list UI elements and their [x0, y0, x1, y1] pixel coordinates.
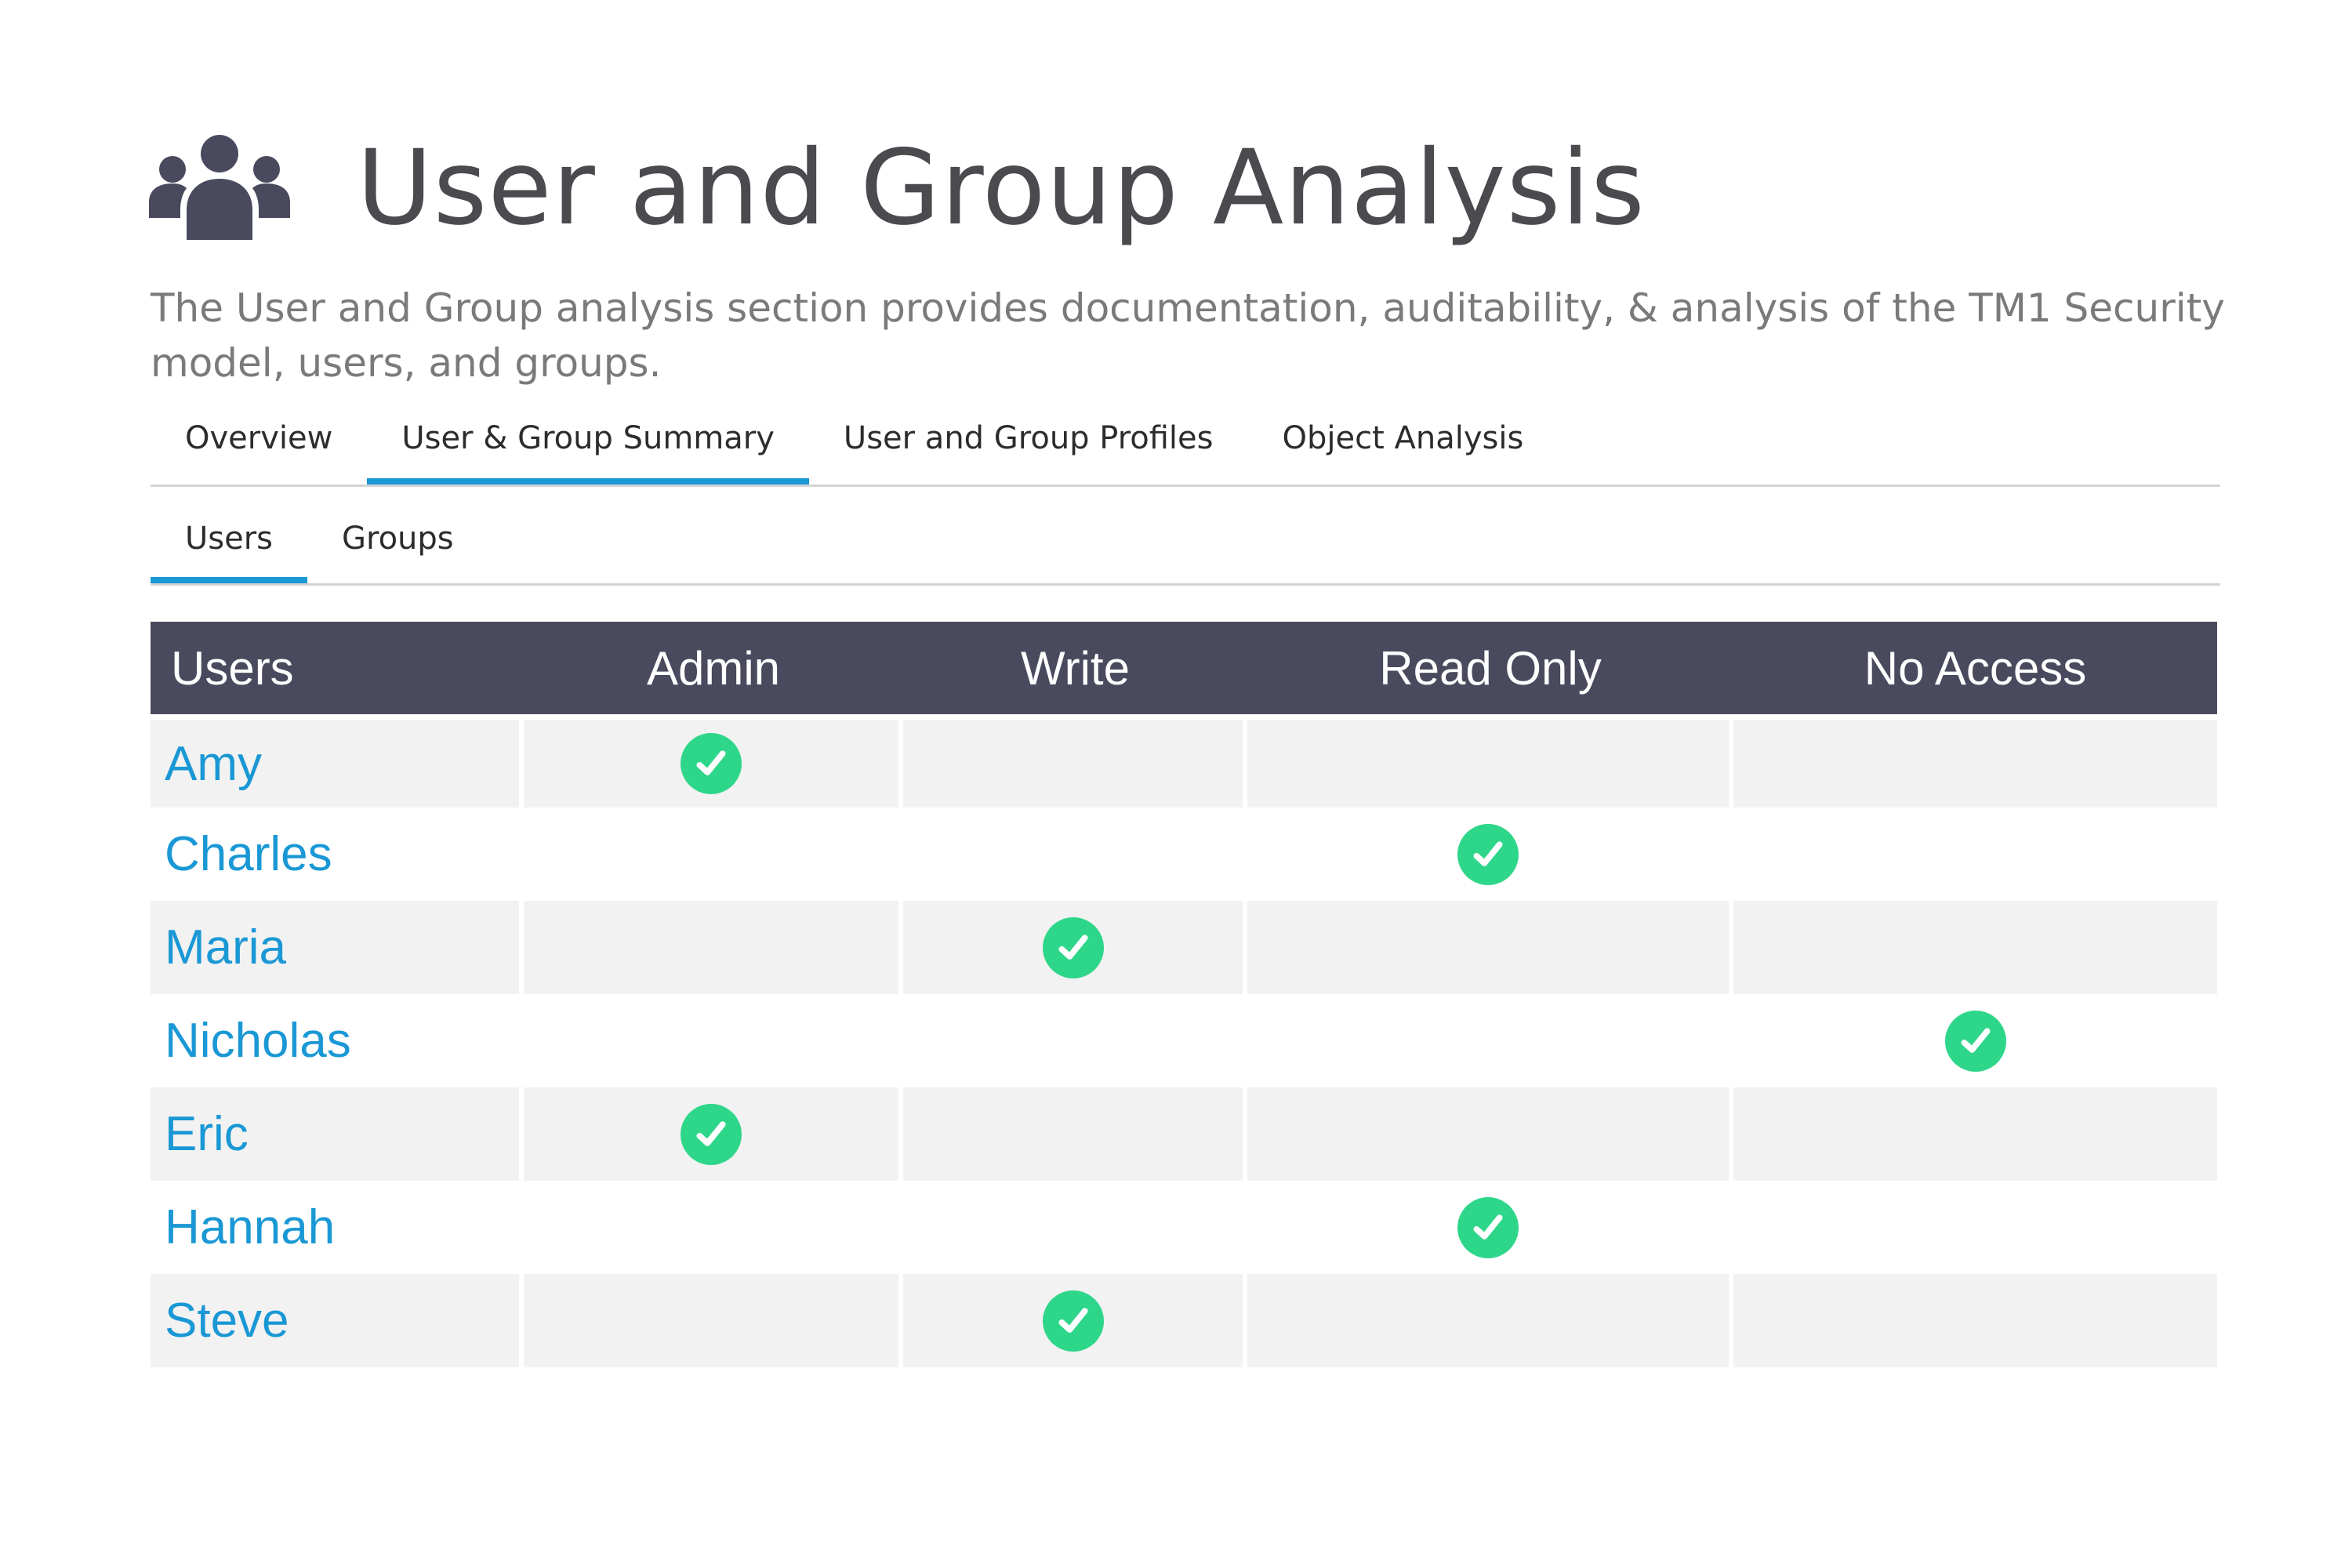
access-cell	[1733, 1181, 2217, 1274]
access-matrix-table: Users Admin Write Read Only No Access Am…	[151, 622, 2217, 1367]
check-circle-icon	[1042, 916, 1104, 978]
access-cell	[903, 714, 1247, 808]
check-circle-icon	[1457, 1196, 1519, 1258]
user-name-link[interactable]: Maria	[151, 901, 524, 994]
users-group-icon	[149, 135, 290, 240]
access-cell	[1733, 808, 2217, 901]
access-cell	[1247, 714, 1733, 808]
access-cell	[1733, 1274, 2217, 1367]
access-cell	[1247, 901, 1733, 994]
access-cell	[1247, 1087, 1733, 1181]
check-circle-icon	[1944, 1010, 2006, 1072]
access-cell	[524, 1274, 903, 1367]
user-name-link[interactable]: Charles	[151, 808, 524, 901]
access-cell	[1733, 901, 2217, 994]
access-cell	[903, 1181, 1247, 1274]
column-header-admin: Admin	[524, 622, 903, 714]
check-circle-icon	[681, 733, 742, 794]
table-row: Amy	[151, 714, 2217, 808]
access-cell	[903, 1274, 1247, 1367]
access-cell	[524, 808, 903, 901]
access-cell	[1733, 714, 2217, 808]
sub-tabs: Users Groups	[151, 494, 2220, 586]
table-body: Amy Charles Maria Nicholas Eric Hannah Steve	[151, 714, 2217, 1367]
user-name-link[interactable]: Amy	[151, 714, 524, 808]
tab-user-group-profiles[interactable]: User and Group Profiles	[843, 420, 1214, 456]
access-cell	[524, 901, 903, 994]
column-header-write: Write	[903, 622, 1247, 714]
table-row: Maria	[151, 901, 2217, 994]
access-cell	[1733, 994, 2217, 1087]
page-title: User and Group Analysis	[357, 128, 1646, 249]
tab-user-group-summary[interactable]: User & Group Summary	[367, 392, 809, 485]
access-cell	[524, 1181, 903, 1274]
user-name-link[interactable]: Steve	[151, 1274, 524, 1367]
access-cell	[1247, 1274, 1733, 1367]
access-cell	[903, 1087, 1247, 1181]
table-row: Eric	[151, 1087, 2217, 1181]
check-circle-icon	[1457, 823, 1519, 885]
subtab-groups[interactable]: Groups	[342, 521, 454, 557]
access-cell	[903, 901, 1247, 994]
column-header-no-access: No Access	[1733, 622, 2217, 714]
tab-object-analysis[interactable]: Object Analysis	[1282, 420, 1524, 456]
access-cell	[903, 994, 1247, 1087]
table-row: Steve	[151, 1274, 2217, 1367]
check-circle-icon	[1042, 1290, 1104, 1352]
access-cell	[524, 1087, 903, 1181]
table-row: Nicholas	[151, 994, 2217, 1087]
access-cell	[903, 808, 1247, 901]
page-description: The User and Group analysis section prov…	[151, 285, 2225, 386]
main-tabs: Overview User & Group Summary User and G…	[151, 392, 2220, 487]
column-header-users: Users	[151, 622, 524, 714]
access-cell	[1733, 1087, 2217, 1181]
access-cell	[1247, 994, 1733, 1087]
page-header: User and Group Analysis	[149, 133, 1646, 243]
table-row: Hannah	[151, 1181, 2217, 1274]
check-circle-icon	[681, 1103, 742, 1165]
access-cell	[1247, 808, 1733, 901]
user-name-link[interactable]: Eric	[151, 1087, 524, 1181]
access-cell	[1247, 1181, 1733, 1274]
tab-overview[interactable]: Overview	[185, 420, 333, 456]
access-cell	[524, 714, 903, 808]
user-name-link[interactable]: Nicholas	[151, 994, 524, 1087]
access-cell	[524, 994, 903, 1087]
table-header-row: Users Admin Write Read Only No Access	[151, 622, 2217, 714]
column-header-read-only: Read Only	[1247, 622, 1733, 714]
table-row: Charles	[151, 808, 2217, 901]
user-name-link[interactable]: Hannah	[151, 1181, 524, 1274]
subtab-users[interactable]: Users	[151, 494, 308, 583]
